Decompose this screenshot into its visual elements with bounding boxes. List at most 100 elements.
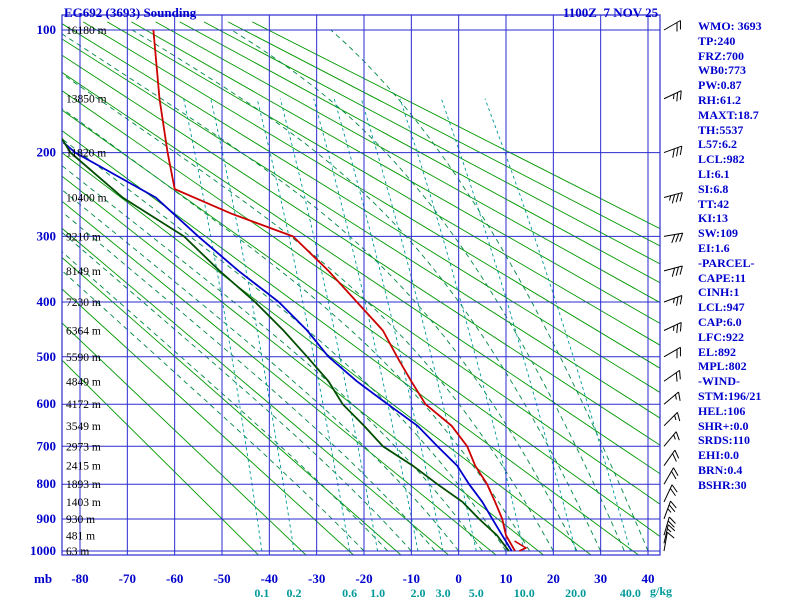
index-line: FRZ:700 <box>698 48 744 63</box>
pressure-axis-labels: 100 200 300 400 500 600 700 800 900 1000 mb <box>30 22 56 586</box>
svg-text:-20: -20 <box>355 571 372 586</box>
index-line: LCL:982 <box>698 152 745 167</box>
svg-text:20: 20 <box>547 571 560 586</box>
index-line: MPL:802 <box>698 359 747 374</box>
index-line: STM:196/21 <box>698 388 762 403</box>
chart-title: EG692 (3693) Sounding <box>64 5 197 20</box>
wind-barbs <box>663 20 684 552</box>
svg-text:1403 m: 1403 m <box>66 497 101 509</box>
index-line: MAXT:18.7 <box>698 107 759 122</box>
svg-text:300: 300 <box>37 228 57 243</box>
svg-text:-10: -10 <box>403 571 420 586</box>
index-line: CAP:6.0 <box>698 314 742 329</box>
svg-text:1000: 1000 <box>30 543 56 558</box>
svg-text:20.0: 20.0 <box>565 586 586 600</box>
wet-bulb-trace <box>62 141 513 552</box>
svg-text:10: 10 <box>500 571 513 586</box>
index-line: PW:0.87 <box>698 78 742 93</box>
svg-text:16180 m: 16180 m <box>66 25 107 37</box>
svg-text:200: 200 <box>37 145 57 160</box>
svg-text:10.0: 10.0 <box>514 586 535 600</box>
svg-text:-60: -60 <box>166 571 183 586</box>
svg-text:500: 500 <box>37 349 57 364</box>
svg-text:4172 m: 4172 m <box>66 399 101 411</box>
svg-text:-80: -80 <box>71 571 88 586</box>
svg-text:400: 400 <box>37 294 57 309</box>
chart-datetime: 1100Z 7 NOV 25 <box>563 5 659 20</box>
surface-detail-trace <box>514 540 528 552</box>
index-line: KI:13 <box>698 211 728 226</box>
svg-text:30: 30 <box>594 571 607 586</box>
mixing-ratio-lines <box>183 98 631 552</box>
index-line: SRDS:110 <box>698 433 751 448</box>
svg-text:1.0: 1.0 <box>370 586 385 600</box>
dewpoint-trace <box>62 137 510 552</box>
index-line: SHR+:0.0 <box>698 418 749 433</box>
index-line: CINH:1 <box>698 285 740 300</box>
svg-text:-50: -50 <box>213 571 230 586</box>
moist-adiabat-lines <box>62 29 649 552</box>
index-line: TH:5537 <box>698 122 744 137</box>
index-line: -WIND- <box>698 374 740 389</box>
dry-adiabat-lines <box>62 21 660 555</box>
svg-text:40: 40 <box>642 571 655 586</box>
svg-text:-30: -30 <box>308 571 325 586</box>
svg-text:3549 m: 3549 m <box>66 421 101 433</box>
index-line: LI:6.1 <box>698 166 730 181</box>
index-line: BSHR:30 <box>698 477 747 492</box>
svg-text:-40: -40 <box>261 571 278 586</box>
svg-text:0.6: 0.6 <box>342 586 357 600</box>
svg-text:930 m: 930 m <box>66 514 95 526</box>
svg-text:3.0: 3.0 <box>436 586 451 600</box>
svg-text:100: 100 <box>37 22 57 37</box>
svg-text:mb: mb <box>34 571 52 586</box>
index-line: WMO: 3693 <box>698 19 762 33</box>
svg-text:9210 m: 9210 m <box>66 231 101 243</box>
svg-text:g/kg: g/kg <box>650 584 672 598</box>
svg-text:0.1: 0.1 <box>254 586 269 600</box>
svg-text:800: 800 <box>37 476 57 491</box>
index-line: TP:240 <box>698 33 736 48</box>
mixing-ratio-labels: 0.1 0.2 0.6 1.0 2.0 3.0 5.0 10.0 20.0 40.0 g/kg <box>254 584 672 600</box>
index-line: LFC:922 <box>698 329 744 344</box>
svg-text:-70: -70 <box>119 571 136 586</box>
svg-text:13850 m: 13850 m <box>66 94 107 106</box>
svg-text:2.0: 2.0 <box>411 586 426 600</box>
index-line: CAPE:11 <box>698 270 746 285</box>
svg-text:63 m: 63 m <box>66 546 89 558</box>
svg-text:11820 m: 11820 m <box>66 148 106 160</box>
svg-text:0: 0 <box>455 571 462 586</box>
index-line: L57:6.2 <box>698 137 737 152</box>
index-line: HEL:106 <box>698 403 746 418</box>
index-line: WB0:773 <box>698 63 746 78</box>
svg-text:5.0: 5.0 <box>469 586 484 600</box>
svg-text:7230 m: 7230 m <box>66 297 101 309</box>
sounding-traces <box>62 29 528 552</box>
index-line: EI:1.6 <box>698 240 730 255</box>
index-line: EL:892 <box>698 344 737 359</box>
index-line: SI:6.8 <box>698 181 729 196</box>
index-line: SW:109 <box>698 226 739 241</box>
height-labels: 16180 m 13850 m 11820 m 10400 m 9210 m 8149 m… <box>66 25 107 558</box>
svg-text:1893 m: 1893 m <box>66 479 101 491</box>
svg-text:600: 600 <box>37 396 57 411</box>
svg-text:481 m: 481 m <box>66 530 95 542</box>
svg-text:700: 700 <box>37 438 57 453</box>
temperature-trace <box>152 29 516 552</box>
svg-text:900: 900 <box>37 511 57 526</box>
indices-panel: WMO: 3693 TP:240 FRZ:700 WB0:773 PW:0.87 RH:6… <box>698 19 762 493</box>
index-line: TT:42 <box>698 196 730 211</box>
svg-text:0.2: 0.2 <box>287 586 302 600</box>
temperature-axis-labels: -80 -70 -60 -50 -40 -30 -20 -10 0 10 20 30 40 <box>71 571 654 586</box>
svg-text:6364 m: 6364 m <box>66 325 101 337</box>
index-line: BRN:0.4 <box>698 462 743 477</box>
index-line: LCL:947 <box>698 300 745 315</box>
svg-text:2415 m: 2415 m <box>66 461 101 473</box>
index-line: RH:61.2 <box>698 92 741 107</box>
index-line: EHI:0.0 <box>698 448 740 463</box>
pressure-temperature-grid <box>61 14 661 556</box>
svg-text:2973 m: 2973 m <box>66 441 101 453</box>
index-line: -PARCEL- <box>698 255 755 270</box>
svg-text:40.0: 40.0 <box>620 586 641 600</box>
